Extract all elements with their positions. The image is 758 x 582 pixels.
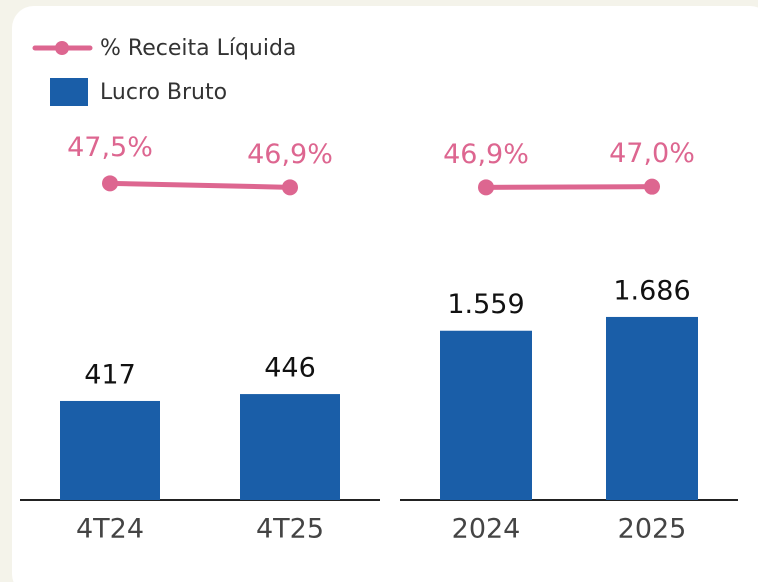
line (485, 184, 653, 190)
legend-swatch (50, 78, 88, 106)
data-label: 1.686 (613, 275, 690, 306)
bar (240, 394, 340, 500)
data-label: 1.559 (447, 289, 524, 320)
x-tick-label: 2025 (618, 514, 687, 545)
data-label: 46,9% (247, 139, 333, 170)
x-tick-label: 4T25 (256, 514, 324, 545)
bar (606, 316, 698, 500)
bar (440, 330, 532, 500)
data-label: 47,0% (609, 138, 695, 169)
data-label: 417 (84, 359, 136, 390)
line (109, 180, 291, 190)
x-tick-label: 2024 (452, 514, 521, 545)
line-marker (282, 179, 298, 196)
line-marker (644, 178, 660, 195)
bar (60, 400, 160, 500)
card (12, 6, 758, 582)
line-marker (102, 175, 118, 192)
data-label: 47,5% (67, 132, 153, 163)
line-marker (478, 179, 494, 196)
x-tick-label: 4T24 (76, 514, 144, 545)
data-label: 46,9% (443, 139, 529, 170)
data-label: 446 (264, 353, 316, 384)
legend-label: % Receita Líquida (100, 36, 296, 61)
legend-marker (55, 41, 69, 55)
legend-label: Lucro Bruto (100, 80, 227, 105)
